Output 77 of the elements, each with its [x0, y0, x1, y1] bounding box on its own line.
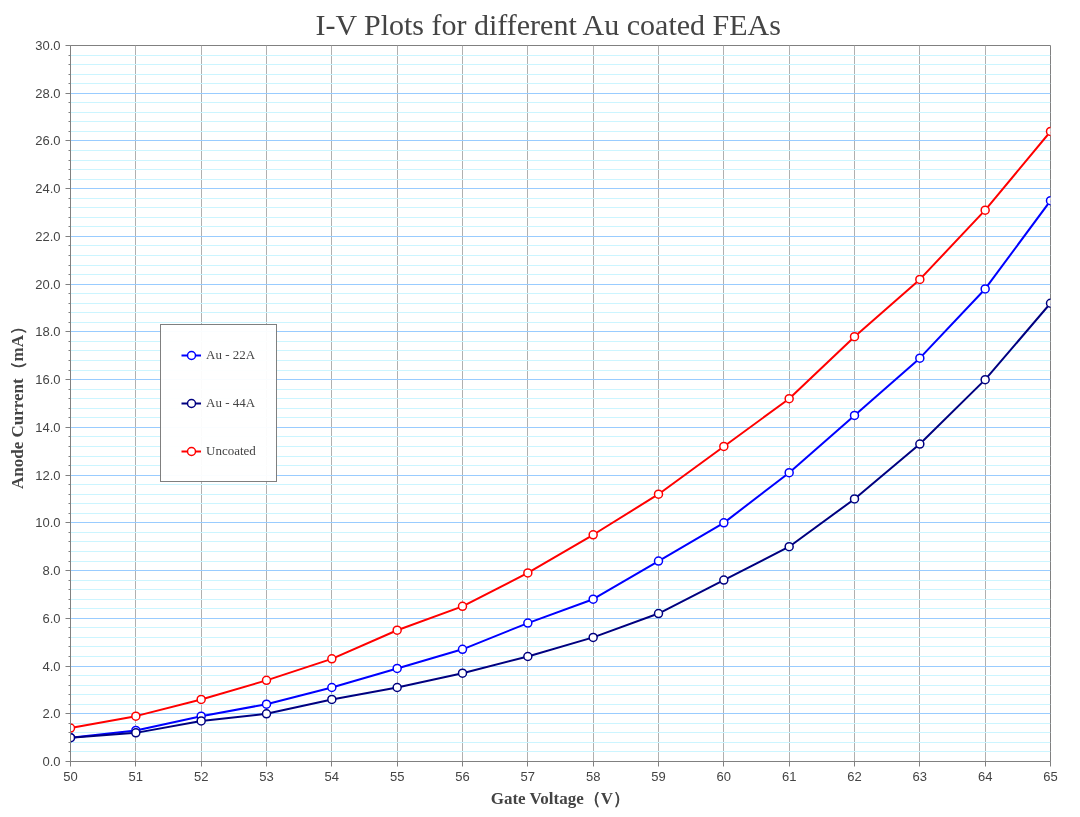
x-tick-label: 55	[389, 768, 405, 784]
y-tick-label: 24.0	[35, 181, 61, 197]
y-tick-label: 2.0	[42, 706, 61, 722]
point	[327, 682, 337, 693]
point	[588, 530, 598, 540]
point	[327, 694, 337, 705]
x-tick-label: 58	[585, 768, 601, 784]
point	[261, 699, 272, 709]
point	[653, 608, 664, 619]
point	[588, 594, 598, 604]
y-tick-label: 10.0	[35, 515, 61, 531]
point	[457, 668, 468, 678]
x-tick-label: 64	[977, 768, 993, 784]
y-tick-label: 12.0	[35, 467, 61, 483]
x-axis-title: Gate Voltage（V）	[490, 788, 630, 808]
x-tick-label: 65	[1043, 768, 1058, 784]
point	[523, 618, 533, 628]
legend-label: Au - 44A	[206, 395, 256, 411]
x-tick-label: 61	[781, 768, 797, 784]
point	[784, 467, 794, 478]
x-tick-label: 53	[259, 768, 274, 784]
x-tick-label: 52	[193, 768, 209, 784]
x-tick-label: 60	[716, 768, 732, 784]
y-tick-label: 14.0	[35, 419, 61, 435]
point	[457, 601, 468, 612]
point	[523, 568, 533, 578]
point	[261, 709, 272, 719]
y-tick-label: 30.0	[35, 38, 61, 53]
y-tick-label: 18.0	[35, 324, 61, 340]
point	[719, 441, 729, 452]
y-tick-label: 6.0	[42, 610, 61, 626]
y-tick-label: 4.0	[42, 658, 61, 674]
point	[196, 694, 206, 705]
point	[980, 205, 990, 215]
point	[392, 625, 402, 635]
y-tick-label: 26.0	[35, 133, 61, 149]
chart-title: I-V Plots for different Au coated FEAs	[315, 7, 781, 41]
y-tick-label: 28.0	[35, 85, 61, 101]
x-tick-label: 56	[455, 768, 470, 784]
y-tick-label: 8.0	[42, 563, 61, 579]
point	[980, 374, 990, 385]
y-tick-label: 22.0	[35, 228, 61, 244]
x-tick-label: 51	[128, 768, 144, 784]
y-tick-label: 0.0	[42, 754, 61, 769]
point	[261, 675, 272, 686]
x-tick-label: 62	[847, 768, 862, 784]
point	[784, 393, 794, 404]
point	[392, 663, 402, 674]
legend-label: Au - 22A	[206, 347, 256, 363]
point	[849, 494, 860, 504]
x-tick-label: 57	[520, 768, 536, 784]
x-tick-label: 50	[63, 768, 78, 784]
y-axis-title: Anode Current（mA）	[8, 317, 28, 490]
x-tick-label: 59	[651, 768, 666, 784]
point	[196, 716, 206, 726]
y-tick-label: 16.0	[35, 372, 61, 388]
y-tick-label: 20.0	[35, 276, 61, 292]
point	[131, 711, 141, 721]
point	[915, 439, 925, 449]
point	[980, 284, 990, 294]
point	[784, 541, 794, 552]
legend-label: Uncoated	[206, 443, 256, 459]
point	[653, 489, 664, 499]
point	[653, 556, 664, 566]
point	[719, 518, 729, 528]
x-tick-label: 54	[324, 768, 340, 784]
point	[719, 575, 729, 585]
point	[588, 632, 598, 643]
point	[849, 331, 860, 342]
point	[327, 654, 337, 664]
point	[849, 410, 860, 421]
point	[915, 353, 925, 363]
point	[523, 651, 533, 662]
x-tick-label: 63	[912, 768, 928, 784]
point	[915, 274, 925, 285]
point	[457, 644, 468, 655]
point	[392, 682, 402, 693]
